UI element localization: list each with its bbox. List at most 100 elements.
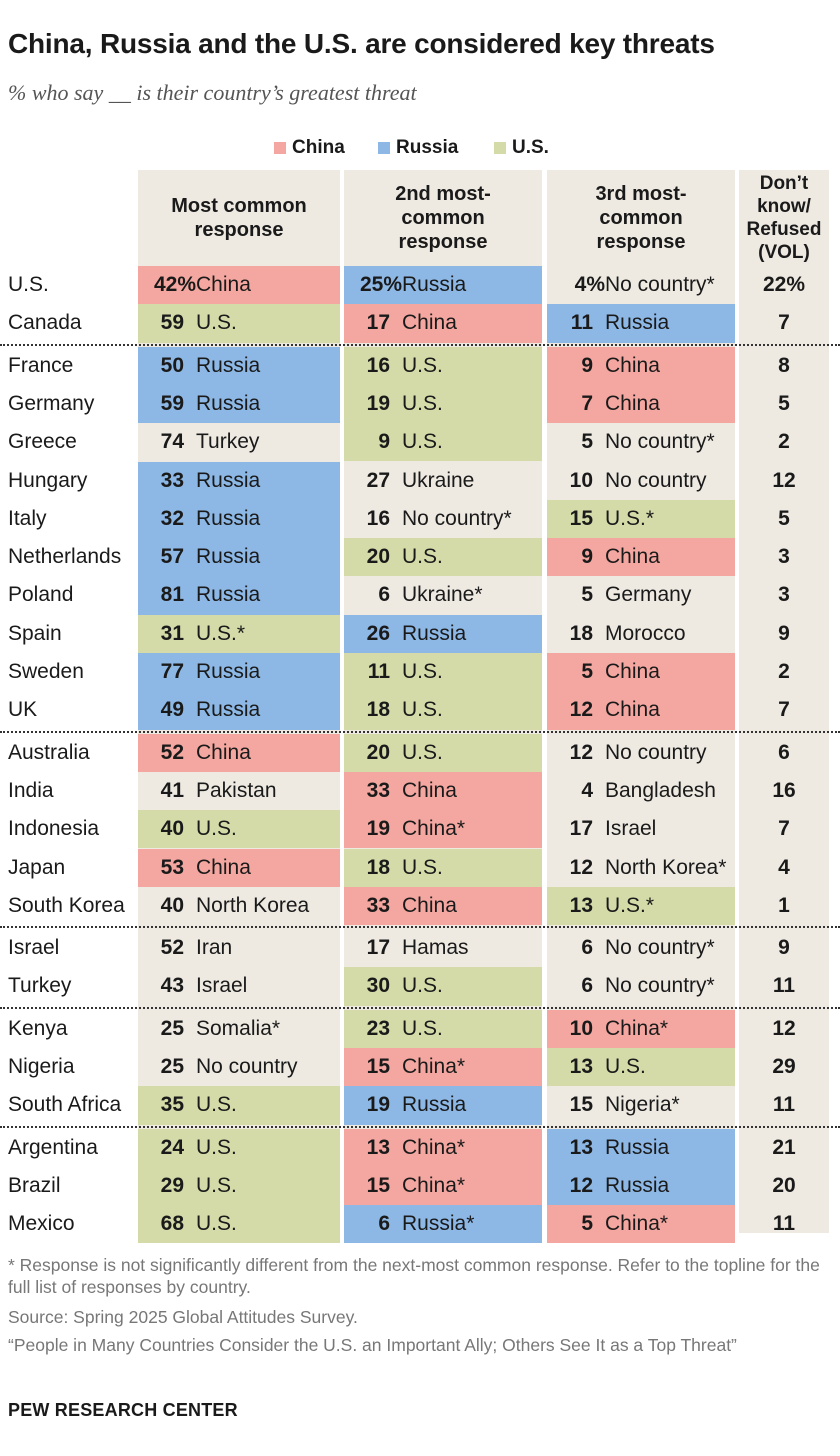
response-value: 53 <box>138 849 184 887</box>
country-label: Germany <box>8 385 136 423</box>
response-country: Bangladesh <box>605 772 735 810</box>
response-value: 6 <box>547 929 593 967</box>
response-country: China* <box>605 1205 735 1243</box>
legend-label: U.S. <box>512 137 549 159</box>
country-label: Israel <box>8 929 136 967</box>
country-label: India <box>8 772 136 810</box>
dont-know-value: 12 <box>739 462 829 500</box>
response-country: China <box>402 772 542 810</box>
response-country: U.S. <box>196 1205 340 1243</box>
response-country: Germany <box>605 576 735 614</box>
response-country: China <box>605 385 735 423</box>
response-value: 26 <box>344 615 390 653</box>
dont-know-value: 11 <box>739 967 829 1005</box>
response-country: U.S. <box>402 691 542 729</box>
response-value: 77 <box>138 653 184 691</box>
response-value: 59 <box>138 304 184 342</box>
response-value: 59 <box>138 385 184 423</box>
response-value: 7 <box>547 385 593 423</box>
response-value: 20 <box>344 538 390 576</box>
response-value: 9 <box>344 423 390 461</box>
dont-know-value: 11 <box>739 1086 829 1124</box>
response-country: U.S. <box>402 423 542 461</box>
response-value: 17 <box>344 304 390 342</box>
legend-item-russia: Russia <box>378 136 458 160</box>
response-value: 19 <box>344 810 390 848</box>
country-label: Argentina <box>8 1129 136 1167</box>
response-country: Turkey <box>196 423 340 461</box>
country-label: Australia <box>8 734 136 772</box>
response-value: 40 <box>138 887 184 925</box>
footnote-report: “People in Many Countries Consider the U… <box>8 1334 828 1356</box>
response-country: China <box>196 266 340 304</box>
country-label: Canada <box>8 304 136 342</box>
page-title: China, Russia and the U.S. are considere… <box>8 28 715 60</box>
response-country: U.S. <box>402 538 542 576</box>
response-country: China <box>402 304 542 342</box>
response-value: 12 <box>547 1167 593 1205</box>
response-value: 20 <box>344 734 390 772</box>
response-country: China <box>196 849 340 887</box>
response-value: 6 <box>344 1205 390 1243</box>
page-subtitle: % who say __ is their country’s greatest… <box>8 80 417 106</box>
response-country: Russia <box>196 691 340 729</box>
response-country: U.S. <box>605 1048 735 1086</box>
response-value: 68 <box>138 1205 184 1243</box>
response-country: Russia <box>196 653 340 691</box>
dont-know-value: 7 <box>739 810 829 848</box>
dont-know-value: 20 <box>739 1167 829 1205</box>
country-label: U.S. <box>8 266 136 304</box>
response-value: 81 <box>138 576 184 614</box>
response-value: 13 <box>547 1129 593 1167</box>
country-label: Sweden <box>8 653 136 691</box>
dont-know-value: 8 <box>739 347 829 385</box>
column-header: Most common response <box>138 170 340 266</box>
response-value: 33 <box>344 772 390 810</box>
legend-item-china: China <box>274 136 345 160</box>
response-value: 13 <box>547 887 593 925</box>
response-value: 29 <box>138 1167 184 1205</box>
response-country: Nigeria* <box>605 1086 735 1124</box>
country-label: France <box>8 347 136 385</box>
country-label: Kenya <box>8 1010 136 1048</box>
response-country: U.S. <box>402 967 542 1005</box>
dont-know-value: 7 <box>739 691 829 729</box>
response-country: Russia <box>402 615 542 653</box>
response-country: China <box>605 653 735 691</box>
response-country: Russia <box>402 266 542 304</box>
response-country: Russia <box>605 1129 735 1167</box>
response-country: U.S. <box>196 1086 340 1124</box>
dont-know-value: 3 <box>739 576 829 614</box>
column-header: Don’t know/ Refused (VOL) <box>739 170 829 266</box>
response-value: 33 <box>138 462 184 500</box>
response-value: 12 <box>547 691 593 729</box>
response-country: China <box>196 734 340 772</box>
legend-swatch <box>494 142 506 154</box>
response-country: Ukraine <box>402 462 542 500</box>
response-value: 40 <box>138 810 184 848</box>
response-country: China* <box>402 1129 542 1167</box>
legend-swatch <box>274 142 286 154</box>
response-country: Russia* <box>402 1205 542 1243</box>
dont-know-value: 6 <box>739 734 829 772</box>
legend-label: Russia <box>396 137 458 159</box>
response-country: Somalia* <box>196 1010 340 1048</box>
response-value: 5 <box>547 653 593 691</box>
response-value: 12 <box>547 734 593 772</box>
response-country: U.S. <box>402 347 542 385</box>
response-value: 25 <box>138 1010 184 1048</box>
response-country: No country* <box>402 500 542 538</box>
dont-know-value: 2 <box>739 423 829 461</box>
response-value: 25% <box>344 266 402 304</box>
footnote-asterisk: * Response is not significantly differen… <box>8 1254 828 1298</box>
response-value: 23 <box>344 1010 390 1048</box>
response-value: 52 <box>138 929 184 967</box>
response-value: 15 <box>344 1048 390 1086</box>
dont-know-value: 5 <box>739 385 829 423</box>
response-value: 18 <box>344 849 390 887</box>
response-value: 13 <box>344 1129 390 1167</box>
pew-logo-text: PEW RESEARCH CENTER <box>8 1400 238 1421</box>
region-separator <box>0 344 840 346</box>
response-country: U.S. <box>196 1129 340 1167</box>
dont-know-value: 16 <box>739 772 829 810</box>
